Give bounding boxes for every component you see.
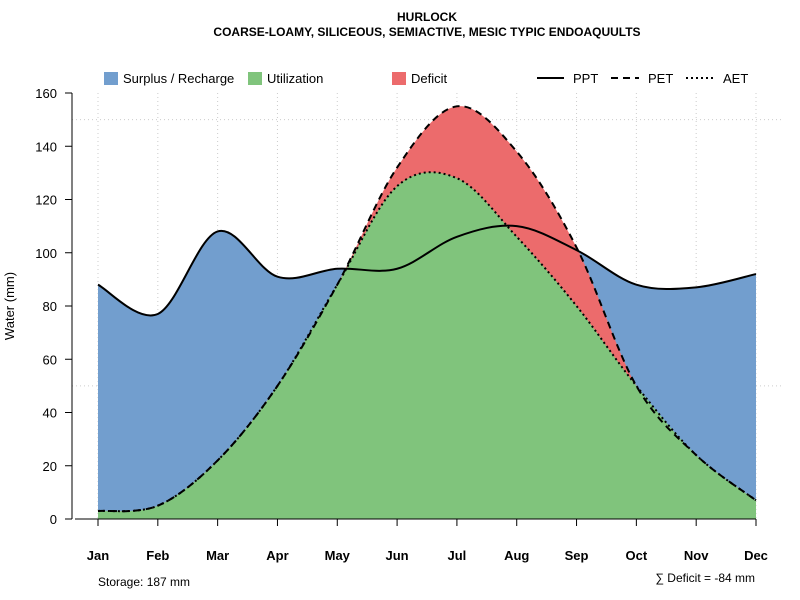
legend-label-utilization: Utilization — [267, 71, 323, 86]
legend-label-surplus: Surplus / Recharge — [123, 71, 234, 86]
x-tick-label-aug: Aug — [504, 548, 529, 563]
x-tick-label-jun: Jun — [386, 548, 409, 563]
deficit-annotation: ∑ Deficit = -84 mm — [655, 571, 755, 585]
x-tick-label-oct: Oct — [626, 548, 648, 563]
axes: 0 20 40 60 80 100 120 140 160 Jan Feb Mar Apr May Jun J… — [35, 86, 768, 563]
y-tick-label: 120 — [35, 193, 57, 208]
legend-swatch-surplus — [104, 72, 118, 85]
y-tick-label: 60 — [43, 352, 57, 367]
legend-swatch-deficit — [392, 72, 406, 85]
series-line-aet — [97, 171, 757, 513]
x-tick-label-mar: Mar — [206, 548, 229, 563]
x-tick-label-nov: Nov — [684, 548, 709, 563]
x-tick-label-feb: Feb — [146, 548, 169, 563]
y-tick-label: 160 — [35, 86, 57, 101]
legend-label-pet: PET — [648, 71, 673, 86]
legend: Surplus / Recharge Utilization Deficit P… — [104, 71, 748, 86]
series-line-ppt — [97, 224, 757, 317]
y-tick-label: 40 — [43, 406, 57, 421]
area-utilization — [98, 172, 756, 519]
legend-swatch-utilization — [248, 72, 262, 85]
y-tick-label: 20 — [43, 459, 57, 474]
legend-label-aet: AET — [723, 71, 748, 86]
y-tick-label: 0 — [50, 512, 57, 527]
y-tick-label: 100 — [35, 246, 57, 261]
x-tick-label-may: May — [325, 548, 351, 563]
x-tick-label-sep: Sep — [565, 548, 589, 563]
plot-area — [72, 93, 782, 520]
legend-label-ppt: PPT — [573, 71, 598, 86]
x-tick-label-jan: Jan — [87, 548, 109, 563]
chart-subtitle: COARSE-LOAMY, SILICEOUS, SEMIACTIVE, MES… — [213, 25, 640, 39]
x-tick-label-apr: Apr — [266, 548, 288, 563]
storage-annotation: Storage: 187 mm — [98, 575, 190, 589]
series-line-pet — [97, 105, 757, 513]
y-tick-label: 80 — [43, 299, 57, 314]
y-tick-label: 140 — [35, 139, 57, 154]
x-tick-label-dec: Dec — [744, 548, 768, 563]
chart-title: HURLOCK — [397, 10, 457, 24]
legend-label-deficit: Deficit — [411, 71, 448, 86]
y-axis-label: Water (mm) — [2, 272, 17, 340]
x-tick-label-jul: Jul — [448, 548, 467, 563]
